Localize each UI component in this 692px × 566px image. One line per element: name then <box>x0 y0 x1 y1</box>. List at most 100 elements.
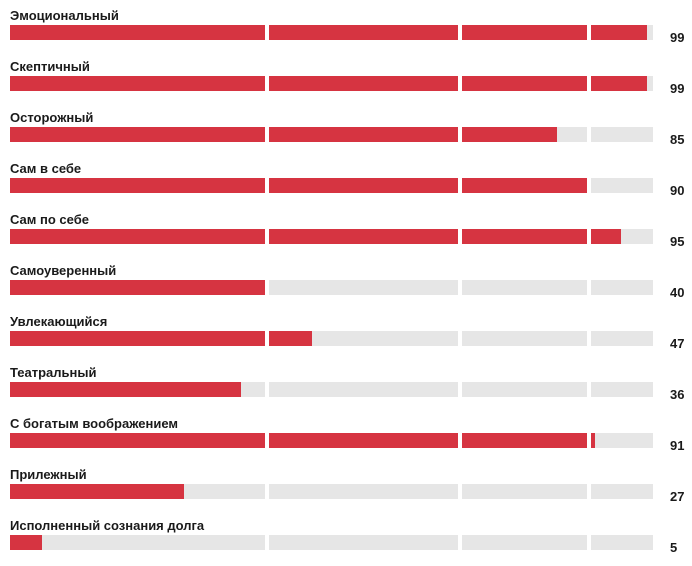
trait-bar <box>10 382 653 397</box>
bar-fill <box>462 229 587 244</box>
trait-bar <box>10 535 653 550</box>
trait-row: Сам по себе 95 <box>0 212 692 260</box>
bar-fill <box>10 433 266 448</box>
bar-segment <box>269 382 459 397</box>
trait-bar <box>10 229 653 244</box>
bar-segment <box>590 382 653 397</box>
bar-segment <box>269 280 459 295</box>
trait-bar <box>10 280 653 295</box>
bar-fill <box>269 127 459 142</box>
trait-bar <box>10 484 653 499</box>
bar-segment <box>10 331 266 346</box>
bar-segment <box>269 229 459 244</box>
trait-row: С богатым воображением 91 <box>0 416 692 464</box>
trait-value: 27 <box>670 489 685 504</box>
bar-fill <box>10 178 266 193</box>
trait-label: Исполненный сознания долга <box>10 518 205 533</box>
trait-row: Театральный 36 <box>0 365 692 413</box>
bar-segment <box>462 178 587 193</box>
bar-fill <box>590 25 647 40</box>
bar-fill <box>269 433 459 448</box>
bar-segment <box>590 280 653 295</box>
trait-label: С богатым воображением <box>10 416 179 431</box>
bar-fill <box>10 76 266 91</box>
bar-fill <box>462 25 587 40</box>
trait-label: Увлекающийся <box>10 314 108 329</box>
trait-value: 47 <box>670 336 685 351</box>
bar-segment <box>269 331 459 346</box>
bar-segment <box>590 433 653 448</box>
trait-bar <box>10 178 653 193</box>
trait-row: Скептичный 99 <box>0 59 692 107</box>
bar-segment <box>462 433 587 448</box>
bar-fill <box>269 178 459 193</box>
bar-fill <box>10 535 43 550</box>
bar-segment <box>462 280 587 295</box>
trait-label: Сам в себе <box>10 161 82 176</box>
bar-segment <box>590 178 653 193</box>
bar-fill <box>462 76 587 91</box>
trait-value: 99 <box>670 81 685 96</box>
bar-segment <box>462 535 587 550</box>
bar-segment <box>590 535 653 550</box>
bar-segment <box>269 76 459 91</box>
trait-value: 5 <box>670 540 678 555</box>
bar-fill <box>269 331 313 346</box>
bar-segment <box>10 76 266 91</box>
bar-segment <box>269 433 459 448</box>
bar-segment <box>462 25 587 40</box>
bar-fill <box>462 433 587 448</box>
trait-row: Прилежный 27 <box>0 467 692 515</box>
trait-bar <box>10 331 653 346</box>
bar-fill <box>10 25 266 40</box>
bar-segment <box>10 25 266 40</box>
trait-label: Осторожный <box>10 110 94 125</box>
bar-segment <box>10 382 266 397</box>
bar-segment <box>462 331 587 346</box>
trait-row: Осторожный 85 <box>0 110 692 158</box>
bar-segment <box>590 25 653 40</box>
bar-fill <box>10 382 242 397</box>
bar-segment <box>590 127 653 142</box>
bar-fill <box>269 76 459 91</box>
trait-value: 91 <box>670 438 685 453</box>
bar-segment <box>10 433 266 448</box>
bar-segment <box>10 127 266 142</box>
trait-row: Сам в себе 90 <box>0 161 692 209</box>
trait-bar <box>10 25 653 40</box>
bar-segment <box>269 535 459 550</box>
trait-label: Самоуверенный <box>10 263 117 278</box>
bar-segment <box>10 280 266 295</box>
bar-fill <box>10 127 266 142</box>
trait-value: 36 <box>670 387 685 402</box>
trait-value: 40 <box>670 285 685 300</box>
bar-fill <box>269 25 459 40</box>
trait-row: Эмоциональный 99 <box>0 8 692 56</box>
trait-bar <box>10 76 653 91</box>
bar-fill <box>590 433 596 448</box>
bar-fill <box>10 331 266 346</box>
bar-segment <box>590 331 653 346</box>
bar-segment <box>269 484 459 499</box>
bar-segment <box>10 178 266 193</box>
bar-segment <box>462 484 587 499</box>
trait-label: Театральный <box>10 365 97 380</box>
bar-segment <box>10 535 266 550</box>
trait-bar <box>10 127 653 142</box>
bar-segment <box>269 178 459 193</box>
trait-label: Сам по себе <box>10 212 89 227</box>
bar-fill <box>462 178 587 193</box>
trait-label: Прилежный <box>10 467 87 482</box>
bar-fill <box>10 484 184 499</box>
bar-fill <box>269 229 459 244</box>
bar-segment <box>462 76 587 91</box>
bar-segment <box>10 229 266 244</box>
bar-segment <box>462 229 587 244</box>
bar-segment <box>269 127 459 142</box>
bar-fill <box>462 127 557 142</box>
trait-value: 99 <box>670 30 685 45</box>
bar-segment <box>462 127 587 142</box>
bar-segment <box>590 229 653 244</box>
trait-label: Скептичный <box>10 59 90 74</box>
bar-segment <box>462 382 587 397</box>
